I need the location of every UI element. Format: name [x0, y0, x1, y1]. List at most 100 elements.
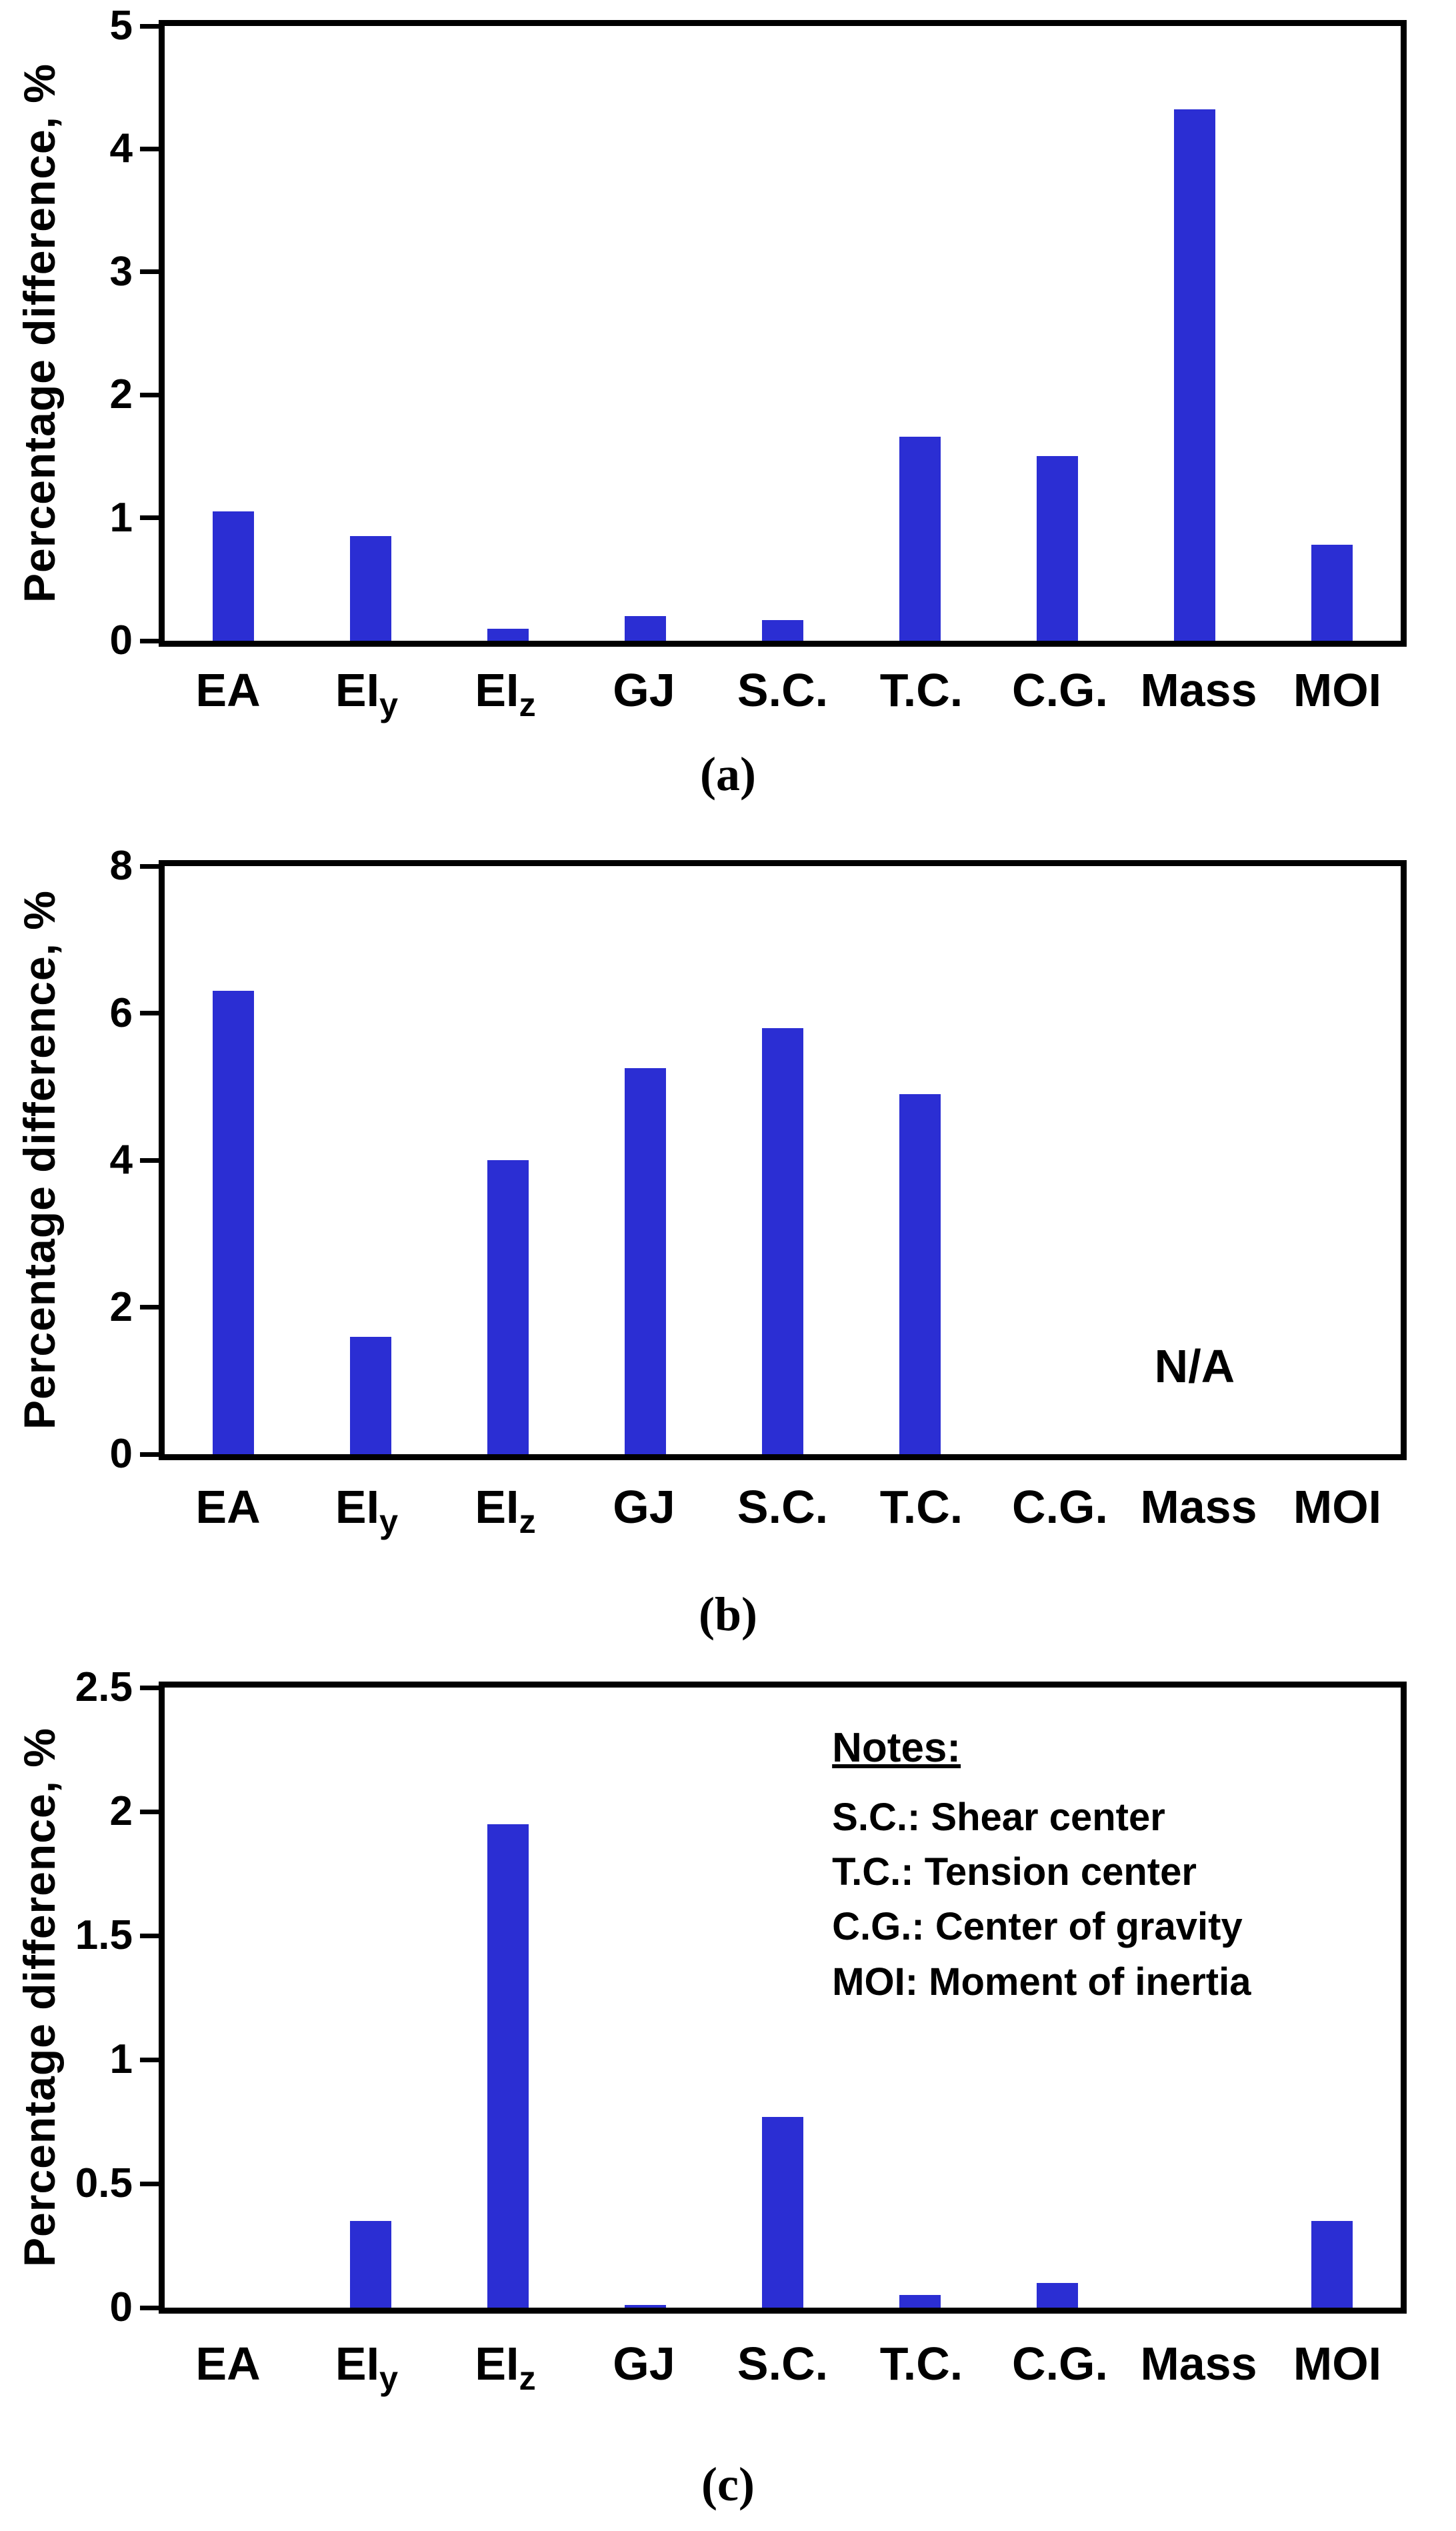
y-tick-label: 2	[109, 1284, 133, 1330]
y-tick-mark	[140, 2057, 159, 2062]
y-tick-label: 2.5	[75, 1664, 133, 1710]
plot-area: N/A 0 2 4 6 8	[110, 845, 1407, 1475]
notes-line-moi: MOI: Moment of inertia	[832, 1960, 1251, 2004]
x-tick-label: EIz	[475, 2338, 536, 2397]
y-tick-mark	[140, 1011, 159, 1015]
bar-tc	[899, 1093, 941, 1454]
y-tick-mark	[140, 2181, 159, 2186]
x-tick-label: MOI	[1293, 664, 1382, 716]
y-tick-label: 3	[109, 248, 133, 295]
x-tick-label: EIy	[335, 1481, 399, 1540]
x-tick-label: Mass	[1140, 664, 1257, 716]
bar-moi	[1311, 545, 1353, 641]
y-tick-mark	[140, 863, 159, 869]
x-tick-label: C.G.	[1012, 664, 1108, 716]
bar-mass	[1174, 109, 1215, 641]
x-tick-label: EA	[195, 1481, 261, 1533]
bar-eiz	[487, 1160, 529, 1454]
x-tick-label: EIz	[475, 1481, 536, 1540]
y-tick-mark	[140, 515, 159, 521]
y-tick-mark	[140, 1452, 159, 1457]
y-tick-label: 1	[109, 2036, 133, 2082]
bar-ea	[212, 991, 254, 1454]
bar-sc	[762, 619, 803, 641]
x-tick-label: T.C.	[879, 664, 963, 716]
x-tick-label: MOI	[1293, 1481, 1382, 1533]
notes-line-cg: C.G.: Center of gravity	[832, 1905, 1243, 1949]
y-tick-label: 1	[109, 494, 133, 541]
x-tick-label: EIy	[335, 2338, 399, 2397]
y-axis-title: Percentage difference, %	[15, 1728, 64, 2268]
x-tick-label: EA	[195, 664, 261, 716]
y-tick-label: 4	[109, 125, 133, 172]
y-tick-label: 2	[109, 371, 133, 418]
x-tick-label: T.C.	[879, 1481, 963, 1533]
bar-eiz	[487, 628, 529, 641]
x-tick-label: T.C.	[879, 2338, 963, 2390]
y-tick-mark	[140, 146, 159, 151]
y-tick-mark	[140, 1933, 159, 1938]
x-tick-label: EIy	[335, 664, 399, 723]
bar-gj	[625, 2305, 666, 2308]
y-tick-label: 0.5	[75, 2160, 133, 2206]
bar-eiy	[349, 2220, 391, 2308]
notes-block: Notes: S.C.: Shear center T.C.: Tension …	[832, 1722, 1251, 2010]
x-tick-label: C.G.	[1012, 2338, 1108, 2390]
chart-c: Percentage difference, % Notes: S.C.: Sh…	[0, 1667, 1456, 2531]
y-tick-label: 0	[109, 2284, 133, 2330]
y-tick-label: 5	[109, 3, 133, 49]
x-tick-label: S.C.	[737, 664, 829, 716]
bar-gj	[625, 616, 666, 641]
bar-cg	[1037, 2282, 1078, 2308]
y-tick-label: 2	[109, 1788, 133, 1834]
x-tick-label: MOI	[1293, 2338, 1382, 2390]
chart-a: Percentage difference, % 0 1 2 3 4 5 EA EIy EIz…	[0, 0, 1456, 840]
x-tick-label: Mass	[1140, 2338, 1257, 2390]
caption: (b)	[699, 1588, 757, 1641]
y-tick-mark	[140, 269, 159, 275]
x-axis-labels: EA EIy EIz GJ S.C. T.C. C.G. Mass MOI	[159, 667, 1407, 733]
plot-area: 0 1 2 3 4 5	[110, 5, 1407, 661]
y-tick-mark	[140, 1809, 159, 1814]
x-tick-label: GJ	[613, 664, 675, 716]
x-axis-labels: EA EIy EIz GJ S.C. T.C. C.G. Mass MOI	[159, 2340, 1407, 2407]
notes-line-sc: S.C.: Shear center	[832, 1795, 1165, 1839]
y-tick-mark	[140, 1157, 159, 1163]
y-tick-label: 0	[109, 1431, 133, 1477]
bar-eiz	[487, 1824, 529, 2308]
x-tick-label: GJ	[613, 1481, 675, 1533]
y-axis-title: Percentage difference, %	[15, 63, 64, 603]
x-tick-label: EA	[195, 2338, 261, 2390]
x-tick-label: GJ	[613, 2338, 675, 2390]
bar-moi	[1311, 2220, 1353, 2308]
bar-sc	[762, 1027, 803, 1454]
x-tick-label: C.G.	[1012, 1481, 1108, 1533]
na-annotation: N/A	[1154, 1340, 1235, 1392]
caption: (c)	[701, 2458, 755, 2511]
y-tick-label: 0	[109, 617, 133, 663]
x-axis-labels: EA EIy EIz GJ S.C. T.C. C.G. Mass MOI	[159, 1484, 1407, 1550]
bar-eiy	[349, 1336, 391, 1454]
x-tick-label: Mass	[1140, 1481, 1257, 1533]
x-tick-label: S.C.	[737, 1481, 829, 1533]
notes-line-tc: T.C.: Tension center	[832, 1850, 1197, 1894]
y-tick-mark	[140, 23, 159, 29]
caption: (a)	[700, 747, 756, 801]
bar-tc	[899, 2295, 941, 2308]
y-tick-label: 8	[109, 843, 133, 889]
y-tick-label: 4	[109, 1137, 133, 1183]
notes-title: Notes:	[832, 1725, 961, 1772]
y-tick-mark	[140, 392, 159, 397]
y-tick-label: 6	[109, 989, 133, 1036]
x-tick-label: S.C.	[737, 2338, 829, 2390]
x-tick-label: EIz	[475, 664, 536, 723]
y-tick-mark	[140, 2305, 159, 2310]
plot-area: Notes: S.C.: Shear center T.C.: Tension …	[75, 1667, 1407, 2328]
y-tick-label: 1.5	[75, 1912, 133, 1958]
bar-tc	[899, 436, 941, 641]
bar-sc	[762, 2116, 803, 2308]
bar-eiy	[349, 536, 391, 641]
y-tick-mark	[140, 1685, 159, 1690]
